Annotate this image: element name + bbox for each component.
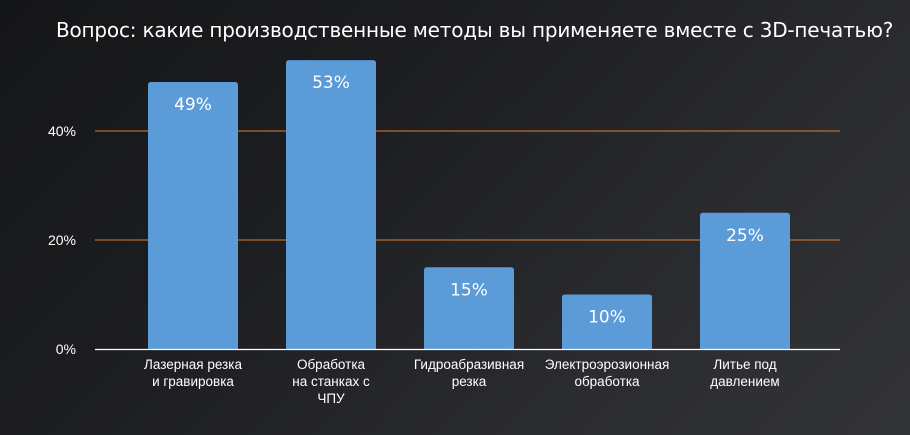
x-category-label: Лазерная резка и гравировка (144, 357, 242, 389)
bar-value-label: 53% (312, 73, 350, 93)
bar-value-label: 10% (588, 308, 626, 328)
bar (148, 81, 238, 349)
x-category-label: Обработка на станках с ЧПУ (292, 357, 370, 406)
bar-value-label: 25% (726, 226, 764, 246)
chart-title: Вопрос: какие производственные методы вы… (56, 18, 894, 42)
x-category-label: Литье под давлением (710, 357, 779, 389)
bar (700, 212, 790, 349)
y-tick-label: 40% (48, 123, 76, 139)
x-category-label: Электроэрозионная обработка (545, 357, 670, 389)
bar (424, 267, 514, 349)
y-tick-label: 20% (48, 232, 76, 248)
bar (286, 60, 376, 350)
x-category-label: Гидроабразивная резка (414, 357, 524, 389)
y-tick-label: 0% (56, 341, 76, 357)
bar-value-label: 49% (174, 95, 212, 115)
bar-value-label: 15% (450, 280, 488, 300)
bar (562, 294, 652, 349)
